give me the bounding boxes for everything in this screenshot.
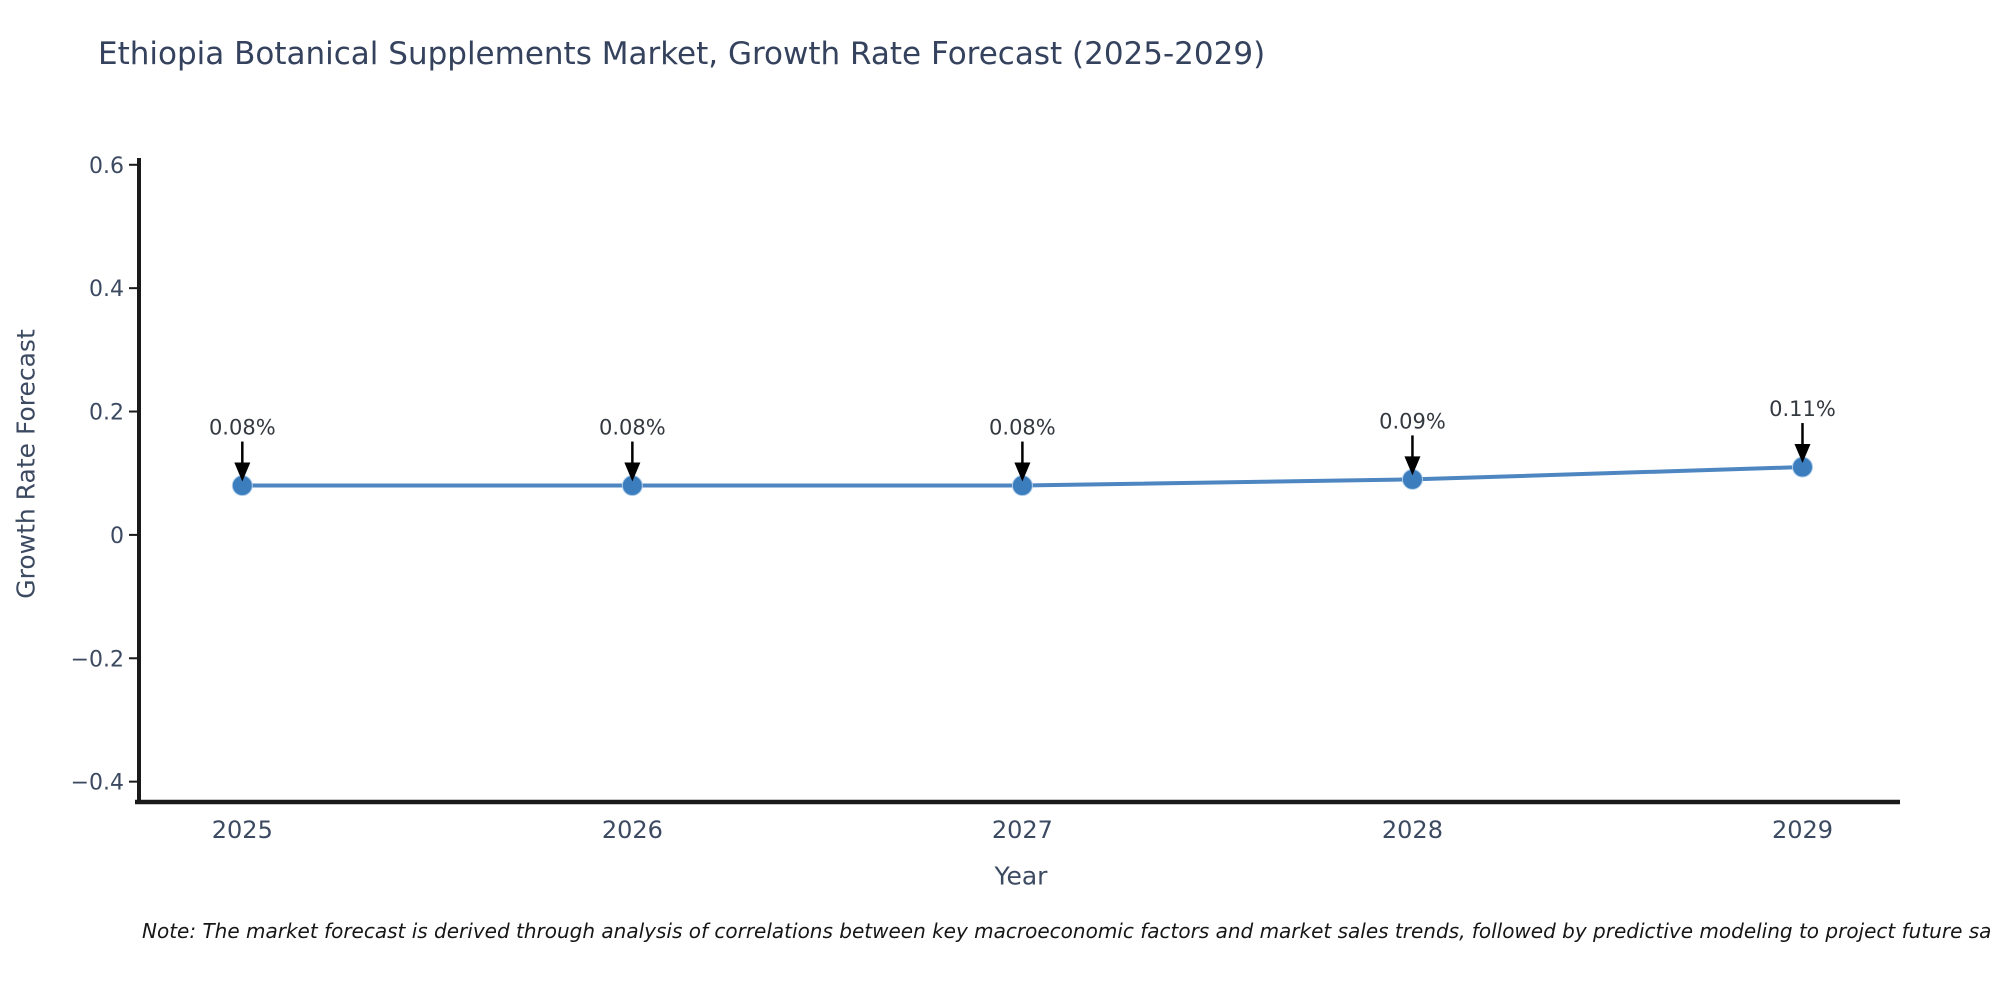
y-tick-label: 0.6	[89, 154, 124, 179]
annotation-arrow-icon	[624, 462, 641, 482]
x-axis-title: Year	[994, 861, 1048, 891]
x-tick-label: 2027	[992, 816, 1053, 844]
footnote: Note: The market forecast is derived thr…	[142, 919, 1992, 943]
y-tick-label: −0.2	[71, 647, 124, 672]
point-annotation-label: 0.11%	[1769, 397, 1836, 421]
x-tick-label: 2026	[602, 816, 663, 844]
y-tick-label: 0.4	[89, 277, 124, 302]
y-tick-label: 0	[110, 524, 124, 549]
annotation-arrow-icon	[234, 462, 251, 482]
x-tick-label: 2025	[212, 816, 273, 844]
chart-title: Ethiopia Botanical Supplements Market, G…	[98, 36, 1266, 72]
point-annotation-label: 0.08%	[209, 416, 276, 440]
y-tick-label: 0.2	[89, 401, 124, 426]
annotation-arrow-icon	[1794, 444, 1811, 464]
point-annotation-label: 0.08%	[599, 416, 666, 440]
y-tick-label: −0.4	[71, 771, 124, 796]
point-annotation-label: 0.08%	[989, 416, 1056, 440]
annotation-arrow-icon	[1404, 456, 1421, 476]
annotation-arrow-icon	[1014, 462, 1031, 482]
x-tick-label: 2029	[1772, 816, 1833, 844]
point-annotation-label: 0.09%	[1379, 409, 1446, 433]
x-tick-label: 2028	[1382, 816, 1443, 844]
